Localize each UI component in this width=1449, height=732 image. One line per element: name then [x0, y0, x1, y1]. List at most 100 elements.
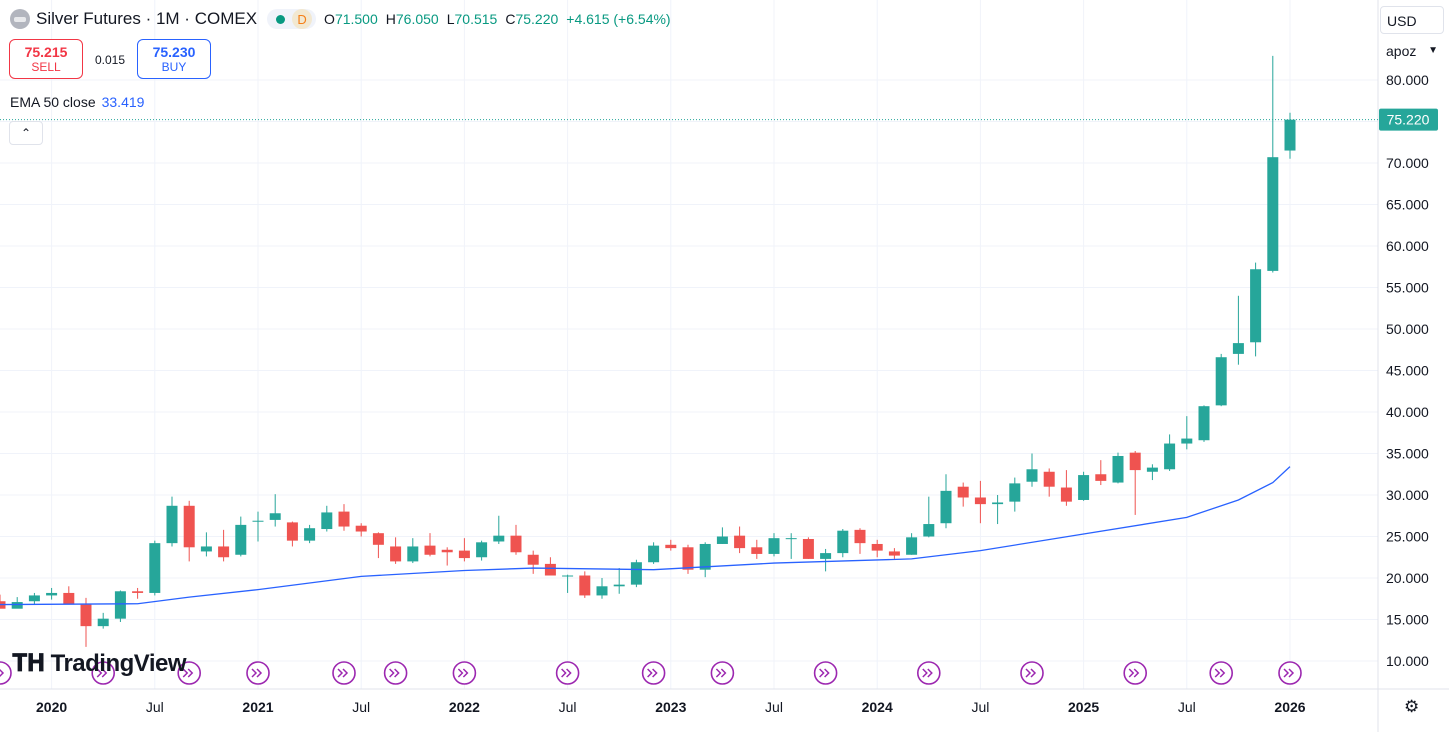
dividend-event-icon[interactable] — [916, 661, 941, 685]
candle — [304, 524, 316, 544]
candle-body — [1009, 483, 1021, 502]
candle — [458, 538, 470, 562]
price-tick-label: 15.000 — [1386, 612, 1429, 628]
candle-body — [441, 549, 453, 553]
symbol-title[interactable]: Silver Futures · 1M · COMEX — [36, 9, 258, 28]
price-tick-label: 10.000 — [1386, 653, 1429, 669]
candle-body — [1198, 406, 1210, 441]
candle-body — [183, 505, 195, 548]
dividend-event-icon[interactable] — [1123, 661, 1147, 685]
gear-icon[interactable]: ⚙ — [1404, 697, 1420, 716]
currency-select[interactable]: USD — [1380, 6, 1444, 34]
candle-body — [768, 538, 780, 554]
dividend-event-icon[interactable] — [1278, 661, 1302, 685]
candle-body — [1181, 438, 1193, 444]
candle-body — [269, 513, 281, 520]
candle — [63, 586, 75, 605]
logo-text: TradingView — [50, 650, 187, 677]
time-tick-label: Jul — [765, 699, 783, 715]
candle — [11, 597, 23, 609]
dividend-event-icon[interactable] — [177, 661, 201, 685]
ohlc-low: L70.515 — [446, 11, 498, 27]
candle — [424, 533, 436, 557]
dividend-event-icon[interactable] — [1209, 661, 1233, 685]
dividend-event-icon[interactable] — [1020, 661, 1044, 685]
candle-body — [1267, 157, 1279, 271]
candle-body — [200, 546, 212, 552]
candle-body — [613, 584, 625, 587]
indicator-legend[interactable]: EMA 50 close 33.419 — [10, 94, 144, 110]
candle — [613, 568, 625, 594]
candle — [802, 537, 814, 559]
candle — [200, 532, 212, 557]
candle-body — [46, 592, 58, 596]
candle — [1060, 470, 1072, 506]
candle-body — [1146, 467, 1158, 472]
market-open-dot-icon — [276, 14, 286, 24]
candle-body — [424, 545, 436, 555]
candle — [0, 594, 6, 609]
candle — [1198, 405, 1210, 442]
candle — [132, 587, 144, 599]
candle — [166, 496, 178, 547]
dividend-event-icon[interactable] — [332, 661, 356, 685]
time-tick-label: 2026 — [1274, 699, 1305, 715]
time-tick-label: 2024 — [862, 699, 893, 715]
candle-body — [11, 602, 23, 609]
candle-body — [888, 551, 900, 556]
candle — [562, 574, 574, 593]
candle — [286, 521, 298, 547]
dividend-event-icon[interactable] — [555, 661, 580, 685]
candle-body — [630, 562, 642, 585]
candle-body — [1215, 357, 1227, 406]
candle — [1284, 112, 1296, 159]
price-tick-label: 25.000 — [1386, 529, 1429, 545]
time-tick-label: 2025 — [1068, 699, 1099, 715]
candle — [97, 612, 109, 629]
candle-body — [1060, 487, 1072, 502]
dividend-event-icon[interactable] — [813, 661, 838, 685]
candle — [854, 528, 866, 554]
dividend-event-icon[interactable] — [641, 661, 666, 685]
price-tick-label: 80.000 — [1386, 72, 1429, 88]
candle — [355, 523, 367, 537]
candle-body — [992, 502, 1004, 505]
market-status[interactable]: D — [267, 9, 317, 29]
candle-body — [1284, 119, 1296, 151]
candle — [682, 544, 694, 574]
dividend-event-icon[interactable] — [710, 661, 735, 685]
buy-button[interactable]: 75.230 BUY — [137, 39, 211, 79]
candle — [28, 592, 40, 605]
candle — [1043, 468, 1055, 497]
dividend-event-icon[interactable] — [0, 661, 12, 685]
collapse-legend-button[interactable]: ⌃ — [9, 121, 43, 145]
candle-body — [527, 554, 539, 565]
dividend-event-icon[interactable] — [383, 661, 408, 685]
interval-badge: D — [292, 9, 313, 29]
sell-price: 75.215 — [24, 44, 68, 60]
spread-value: 0.015 — [95, 53, 126, 67]
dividend-event-icon[interactable] — [452, 661, 477, 685]
candle — [957, 482, 969, 507]
candle — [992, 495, 1004, 525]
candle-body — [906, 537, 918, 555]
candle — [527, 550, 539, 574]
candle — [1009, 477, 1021, 512]
dividend-event-icon[interactable] — [91, 661, 115, 685]
candle — [751, 539, 763, 559]
candle-body — [493, 535, 505, 542]
candle-body — [682, 547, 694, 570]
candle-body — [510, 535, 522, 553]
candle-body — [1232, 343, 1244, 354]
candle-body — [166, 505, 178, 544]
candle — [716, 527, 728, 544]
candle — [1267, 55, 1279, 273]
tradingview-logo[interactable]: 𝐓𝐇 TradingView — [12, 650, 187, 678]
candle — [149, 540, 161, 596]
dividend-event-icon[interactable] — [246, 661, 270, 685]
candle-body — [544, 563, 556, 576]
unit-select[interactable]: apoz ▼ — [1380, 37, 1444, 65]
symbol-logo-icon — [10, 9, 30, 29]
sell-button[interactable]: 75.215 SELL — [9, 39, 83, 79]
